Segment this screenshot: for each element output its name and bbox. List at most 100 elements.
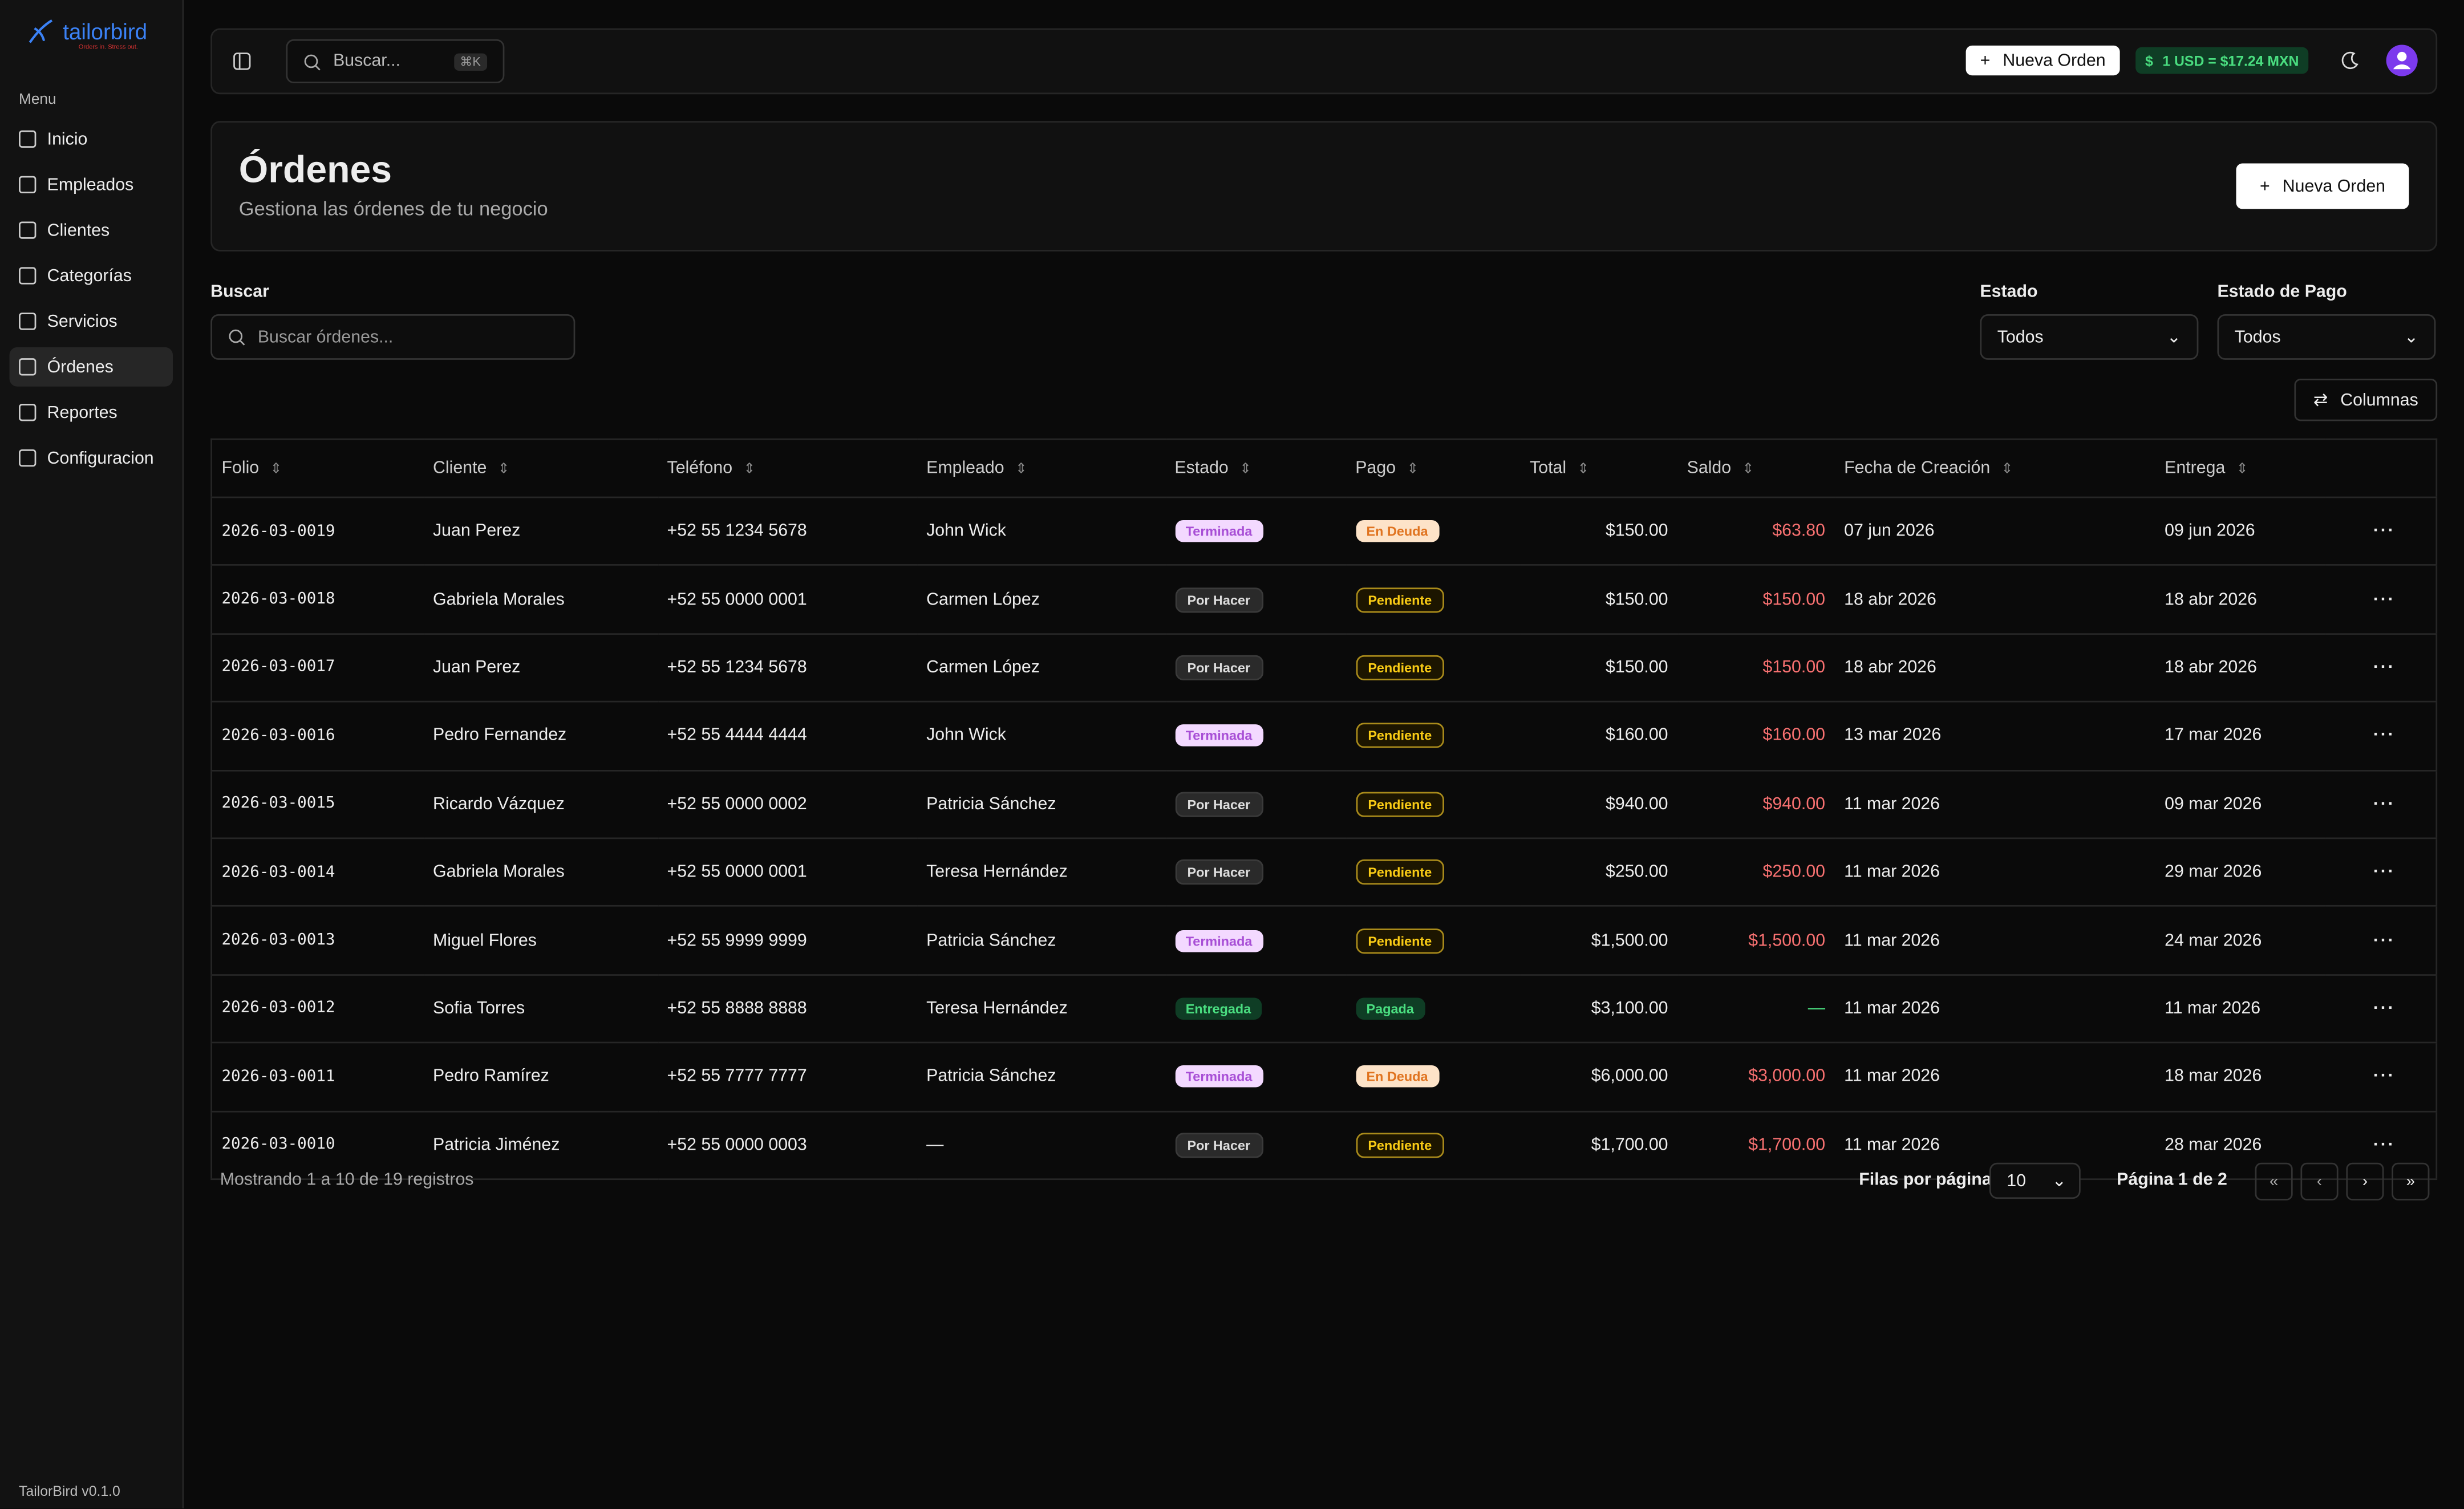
row-actions[interactable]: ··· xyxy=(2373,999,2396,1019)
next-page[interactable]: › xyxy=(2346,1162,2384,1200)
orders-search[interactable]: Buscar órdenes... xyxy=(210,314,576,360)
column-header[interactable]: Pago ⇕ xyxy=(1346,439,1521,498)
cell: $150.00 xyxy=(1677,565,1835,635)
button-label: Nueva Orden xyxy=(2282,176,2386,196)
currency-symbol: $ xyxy=(2145,52,2153,68)
cell-text: +52 55 0000 0001 xyxy=(667,862,807,882)
order-row[interactable]: 2026-03-0018 Gabriela Morales +52 55 0000 … xyxy=(211,565,2437,635)
order-row[interactable]: 2026-03-0013 Miguel Flores +52 55 9999 999… xyxy=(211,906,2437,976)
row-actions[interactable]: ··· xyxy=(2373,794,2396,814)
nav-item[interactable]: Inicio xyxy=(10,119,173,159)
brand-tagline: Orders in. Stress out. xyxy=(78,42,138,51)
cell: Pendiente xyxy=(1346,634,1521,703)
cell: $1,700.00 xyxy=(1677,1110,1835,1180)
cell: 2026-03-0014 xyxy=(211,838,424,907)
global-search[interactable]: Buscar... ⌘K xyxy=(286,39,505,84)
column-header[interactable]: Fecha de Creación ⇕ xyxy=(1834,439,2155,498)
cell-text: 11 mar 2026 xyxy=(2165,999,2261,1019)
balance: $250.00 xyxy=(1762,862,1826,882)
row-actions[interactable]: ··· xyxy=(2373,522,2396,541)
nav-item[interactable]: Empleados xyxy=(10,165,173,204)
status-select[interactable]: Todos ⌄ xyxy=(1980,314,2199,360)
column-header[interactable]: Empleado ⇕ xyxy=(917,439,1165,498)
cell: John Wick xyxy=(917,497,1165,566)
column-header[interactable]: Total ⇕ xyxy=(1520,439,1678,498)
orders-table: Folio ⇕ Cliente ⇕ Teléfono ⇕ Empleado ⇕ Estado ⇕ P… xyxy=(210,438,2438,1180)
nav-item[interactable]: Reportes xyxy=(10,393,173,432)
cell: Patricia Jiménez xyxy=(423,1110,658,1180)
cell: 2026-03-0012 xyxy=(211,974,424,1044)
order-row[interactable]: 2026-03-0019 Juan Perez +52 55 1234 5678 Jo… xyxy=(211,497,2437,566)
nav-label: Empleados xyxy=(47,175,134,194)
order-row[interactable]: 2026-03-0016 Pedro Fernandez +52 55 4444 4… xyxy=(211,701,2437,771)
nav-item[interactable]: Clientes xyxy=(10,210,173,250)
new-order-button[interactable]: + Nueva Orden xyxy=(2236,163,2409,209)
status-badge: Terminada xyxy=(1174,725,1263,747)
column-header[interactable]: Teléfono ⇕ xyxy=(658,439,917,498)
cell: 2026-03-0016 xyxy=(211,701,424,771)
order-row[interactable]: 2026-03-0014 Gabriela Morales +52 55 0000 … xyxy=(211,838,2437,907)
column-header[interactable]: Saldo ⇕ xyxy=(1677,439,1835,498)
sidebar: tailorbird Orders in. Stress out. Menu I… xyxy=(0,0,184,1508)
row-actions[interactable]: ··· xyxy=(2373,1067,2396,1086)
avatar[interactable] xyxy=(2385,44,2418,77)
cell-text: Teresa Hernández xyxy=(926,999,1068,1019)
cell: +52 55 0000 0001 xyxy=(658,838,917,907)
page-header: Órdenes Gestiona las órdenes de tu negoc… xyxy=(210,121,2438,252)
order-row[interactable]: 2026-03-0010 Patricia Jiménez +52 55 0000 … xyxy=(211,1110,2437,1180)
cell-text: 13 mar 2026 xyxy=(1844,726,1942,745)
cell: ··· xyxy=(2325,770,2437,839)
theme-toggle[interactable] xyxy=(2340,50,2360,71)
nav-item[interactable]: Órdenes xyxy=(9,347,173,387)
cell: Juan Perez xyxy=(423,497,658,566)
prev-page[interactable]: ‹ xyxy=(2300,1162,2339,1200)
cell: 29 mar 2026 xyxy=(2155,838,2325,907)
column-header[interactable]: Folio ⇕ xyxy=(211,439,424,498)
cell: Carmen López xyxy=(917,565,1165,635)
cell-text: 28 mar 2026 xyxy=(2165,1135,2262,1155)
column-header[interactable]: Cliente ⇕ xyxy=(423,439,658,498)
column-header[interactable]: Entrega ⇕ xyxy=(2155,439,2325,498)
cell: Pedro Ramírez xyxy=(423,1042,658,1112)
column-label: Teléfono xyxy=(667,459,733,478)
cell: 18 abr 2026 xyxy=(2155,634,2325,703)
row-actions[interactable]: ··· xyxy=(2373,590,2396,609)
select-value: Todos xyxy=(1997,327,2044,347)
cell: 2026-03-0019 xyxy=(211,497,424,566)
toggle-icon[interactable] xyxy=(233,52,252,71)
balance: $3,000.00 xyxy=(1748,1067,1826,1086)
nav-item[interactable]: Configuracion xyxy=(10,439,173,478)
sort-icon: ⇕ xyxy=(1577,460,1590,476)
cell-text: John Wick xyxy=(926,522,1006,541)
cell-text: Carmen López xyxy=(926,658,1040,678)
cell: En Deuda xyxy=(1346,497,1521,566)
status-badge: Terminada xyxy=(1174,1065,1263,1088)
rows-select[interactable]: 10 ⌄ xyxy=(1989,1162,2081,1199)
row-actions[interactable]: ··· xyxy=(2373,862,2396,882)
last-page[interactable]: » xyxy=(2392,1162,2430,1200)
sort-icon: ⇕ xyxy=(2236,460,2248,476)
payment-select[interactable]: Todos ⌄ xyxy=(2217,314,2436,360)
column-header[interactable]: Estado ⇕ xyxy=(1165,439,1346,498)
order-row[interactable]: 2026-03-0015 Ricardo Vázquez +52 55 0000 0… xyxy=(211,770,2437,839)
cell-text: +52 55 9999 9999 xyxy=(667,931,807,950)
cell: $160.00 xyxy=(1677,701,1835,771)
order-row[interactable]: 2026-03-0017 Juan Perez +52 55 1234 5678 Ca… xyxy=(211,634,2437,703)
search-placeholder: Buscar... xyxy=(333,51,400,71)
order-row[interactable]: 2026-03-0011 Pedro Ramírez +52 55 7777 777… xyxy=(211,1042,2437,1112)
cell: Miguel Flores xyxy=(423,906,658,976)
pagination-summary: Mostrando 1 a 10 de 19 registros xyxy=(220,1170,474,1190)
nav-item[interactable]: Servicios xyxy=(10,302,173,341)
order-row[interactable]: 2026-03-0012 Sofia Torres +52 55 8888 8888… xyxy=(211,974,2437,1044)
nav-item[interactable]: Categorías xyxy=(10,256,173,295)
cell-text: 2026-03-0015 xyxy=(221,795,335,813)
new-order-button[interactable]: + Nueva Orden xyxy=(1965,45,2120,76)
columns-button[interactable]: ⇄ Columnas xyxy=(2294,378,2438,421)
row-actions[interactable]: ··· xyxy=(2373,726,2396,745)
row-actions[interactable]: ··· xyxy=(2373,658,2396,678)
row-actions[interactable]: ··· xyxy=(2373,931,2396,950)
first-page[interactable]: « xyxy=(2255,1162,2293,1200)
row-actions[interactable]: ··· xyxy=(2373,1135,2396,1155)
cell: Juan Perez xyxy=(423,634,658,703)
column-label: Folio xyxy=(221,459,260,478)
